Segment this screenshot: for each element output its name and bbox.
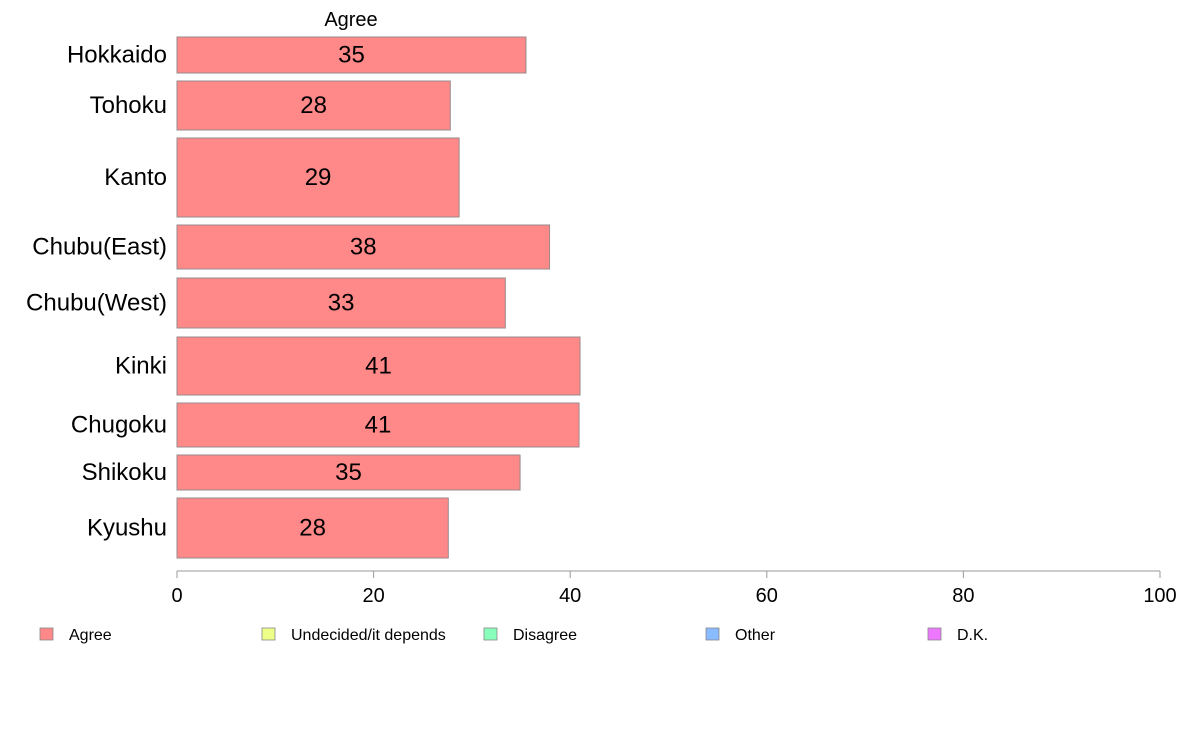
legend-swatch-d-k (927, 627, 942, 641)
bar-tohoku (176, 80, 451, 131)
bar-kyushu (176, 497, 449, 559)
legend-swatch-undecided-it-depends (261, 627, 276, 641)
bar-kanto (176, 137, 460, 218)
bar-kinki (176, 336, 581, 396)
legend-swatch-disagree (483, 627, 498, 641)
bar-shikoku (176, 454, 521, 491)
x-tick-label-0: 0 (171, 585, 182, 607)
bar-hokkaido (176, 36, 527, 74)
legend-label-undecided-it-depends: Undecided/it depends (291, 627, 446, 644)
value-label-chubu-east: 38 (350, 234, 377, 261)
bars-group: Hokkaido 35 Tohoku 28 Kanto 29 Chubu(East) 38 Ch… (26, 36, 581, 559)
value-label-chugoku: 41 (365, 412, 392, 439)
legend-swatch-other (705, 627, 720, 641)
category-label-hokkaido: Hokkaido (67, 42, 167, 69)
legend-label-d-k: D.K. (957, 627, 988, 644)
x-tick-label-40: 40 (559, 585, 581, 607)
value-label-tohoku: 28 (300, 92, 327, 119)
value-label-shikoku: 35 (335, 459, 362, 486)
legend-label-disagree: Disagree (513, 627, 577, 644)
legend-swatch-agree (39, 627, 54, 641)
value-label-kyushu: 28 (299, 515, 326, 542)
chart-title: Agree (324, 9, 377, 31)
bar-chubu-west (176, 277, 506, 329)
legend: Agree Undecided/it depends Disagree Other D.… (39, 627, 988, 644)
category-label-kanto: Kanto (104, 164, 167, 191)
value-label-kanto: 29 (305, 164, 332, 191)
x-tick-label-20: 20 (362, 585, 384, 607)
bar-chugoku (176, 402, 580, 448)
value-label-kinki: 41 (365, 353, 392, 380)
category-label-kinki: Kinki (115, 353, 167, 380)
value-label-hokkaido: 35 (338, 42, 365, 69)
x-axis: 0 20 40 60 80 100 (171, 570, 1177, 607)
category-label-chubu-east: Chubu(East) (32, 234, 167, 261)
category-label-chugoku: Chugoku (71, 412, 167, 439)
legend-label-agree: Agree (69, 627, 112, 644)
category-label-kyushu: Kyushu (87, 515, 167, 542)
x-tick-label-80: 80 (952, 585, 974, 607)
x-tick-label-100: 100 (1143, 585, 1176, 607)
legend-label-other: Other (735, 627, 776, 644)
category-label-tohoku: Tohoku (90, 92, 167, 119)
bar-chubu-east (176, 224, 551, 270)
category-label-shikoku: Shikoku (82, 459, 167, 486)
x-tick-label-60: 60 (756, 585, 778, 607)
value-label-chubu-west: 33 (328, 290, 355, 317)
category-label-chubu-west: Chubu(West) (26, 290, 167, 317)
